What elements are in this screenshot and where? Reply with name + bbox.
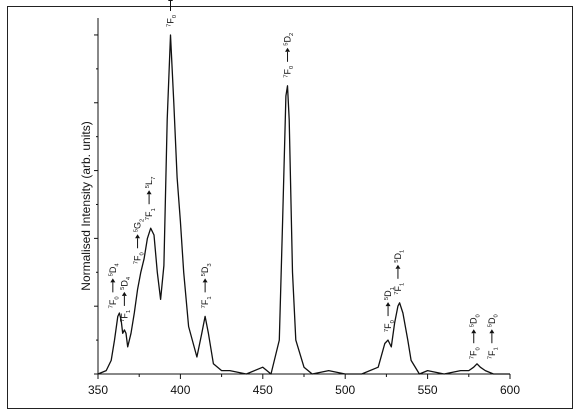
transition-term: 7F0 [469,346,482,359]
arrow-head [285,47,291,52]
transition-annotation: 7F0 5D1 [383,287,396,332]
transition-annotation: 7F0 5D4 [108,263,121,309]
transition-term: 7F0 [133,252,146,265]
transition-term: 7F1 [119,310,132,322]
transition-annotation: 7F0 5D2 [283,33,296,78]
arrow-head [489,329,495,334]
transition-term: 5D1 [393,250,406,263]
x-tick-label: 450 [253,383,273,397]
transition-term: 7F1 [200,296,213,308]
transition-annotation: 7F1 5L7 [144,177,157,221]
transition-term: 7F0 [283,65,296,78]
transition-term: 7F1 [144,208,157,220]
transition-term: 5D4 [108,263,121,277]
transition-term: 5G2 [133,219,146,233]
x-tick-label: 550 [418,383,438,397]
arrow-head [121,291,127,296]
arrow-head [135,234,141,239]
x-tick-label: 600 [500,383,520,397]
transition-term: 5D3 [200,263,213,276]
arrow-head [385,302,391,307]
transition-annotation: 7F0 5D0 [469,313,482,359]
transition-annotation: 7F1 5D1 [393,250,406,295]
transition-term: 5D0 [487,313,500,327]
arrow-head [471,329,477,334]
transition-term: 5D2 [283,33,296,46]
transition-term: 5D4 [119,276,132,290]
arrow-head [395,264,401,269]
transition-term: 7F0 [108,296,121,309]
x-tick-label: 350 [88,383,108,397]
arrow-head [168,0,174,1]
transition-term: 7F0 [166,14,179,27]
transition-term: 5L7 [144,177,157,189]
transition-annotation: 7F1 5D3 [200,263,213,308]
figure-frame [7,6,573,409]
transition-term: 5D1 [383,287,396,300]
annotations-layer: 7F05D47F15D47F05G27F15L77F05L67F15D37F05… [108,0,500,359]
transition-term: 7F0 [383,319,396,332]
transition-annotation: 7F05L6 [166,0,179,27]
transition-term: 5D0 [469,313,482,327]
transition-annotation: 7F1 5D4 [119,276,132,322]
axes [97,18,510,375]
ticks: 350 400 450 500 550 600 [88,34,520,397]
x-tick-label: 500 [335,383,355,397]
transition-annotation: 7F0 5G2 [133,219,146,265]
x-tick-label: 400 [170,383,190,397]
transition-annotation: 7F1 5D0 [487,313,500,359]
transition-term: 7F1 [487,347,500,359]
arrow-head [146,190,152,195]
arrow-head [202,278,208,283]
transition-term: 7F1 [393,283,406,295]
spectrum-line-0 [97,34,510,375]
series-layer [97,34,510,375]
y-axis-title: Normalised Intensity (arb. units) [79,121,93,290]
arrow-head [110,278,116,283]
